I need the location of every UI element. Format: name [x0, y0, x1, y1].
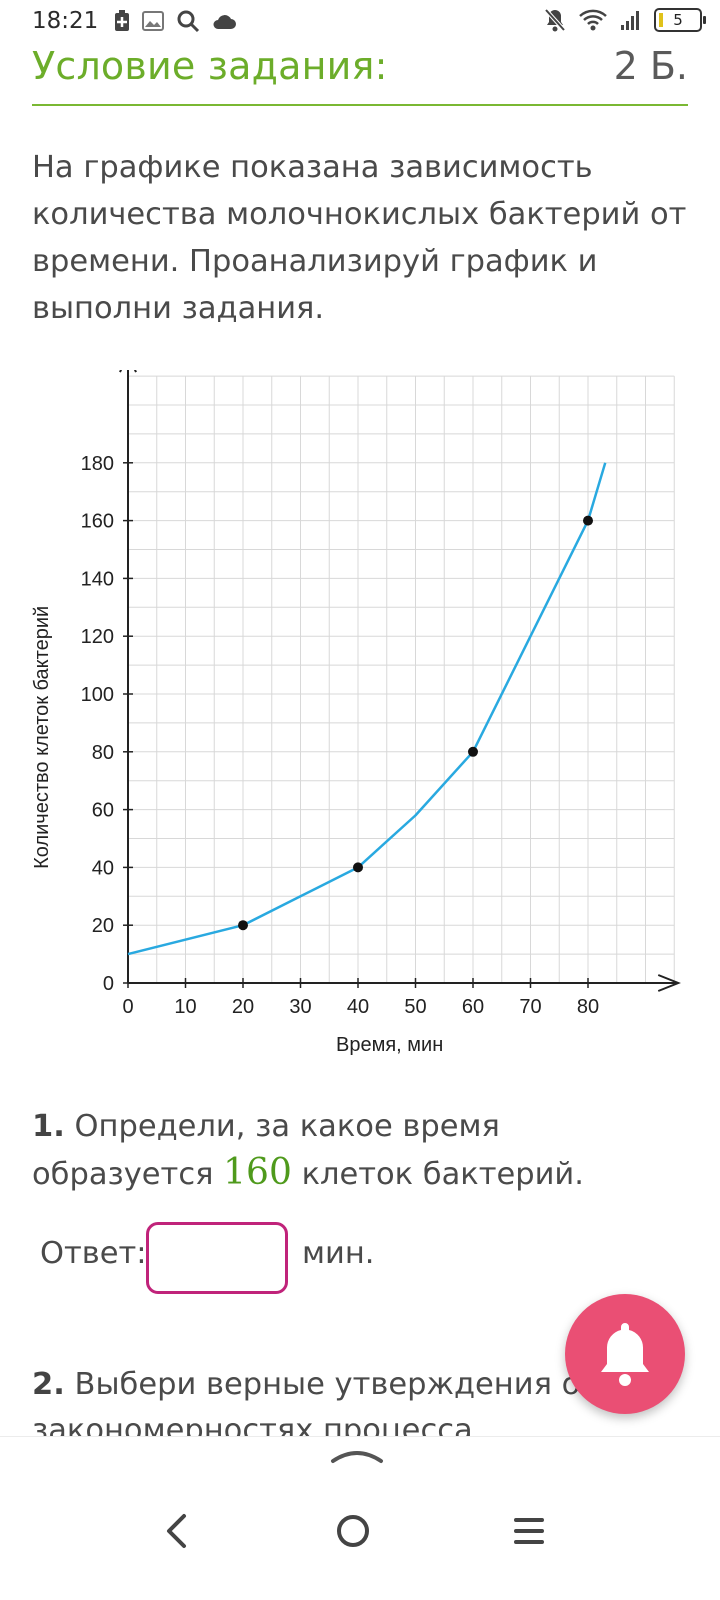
question-1: 1. Определи, за какое время образуется 1… [32, 1104, 672, 1198]
notification-bell-button[interactable] [565, 1294, 685, 1414]
y-tick-label: 120 [81, 626, 114, 648]
y-tick-label: 100 [81, 684, 114, 706]
data-point [468, 746, 478, 757]
question-2-text: Выбери верные утверждения о закономернос… [32, 1367, 581, 1436]
y-tick-label: 160 [81, 511, 114, 533]
x-tick-label: 30 [289, 996, 311, 1018]
status-bar: 18:21 5 [0, 0, 720, 44]
battery-icon: 5 [654, 8, 706, 32]
y-tick-label: 140 [81, 568, 114, 590]
question-2-number: 2. [32, 1367, 65, 1402]
y-tick-label: 80 [92, 742, 114, 764]
navigation-bar [0, 1436, 720, 1600]
cloud-icon [213, 15, 236, 29]
question-1-text-end: клеток бактерий. [301, 1157, 584, 1192]
task-points: 2 Б. [613, 44, 688, 88]
task-title: Условие задания: [32, 44, 388, 88]
x-tick-label: 10 [174, 996, 196, 1018]
series-line [127, 462, 607, 956]
data-point [583, 515, 593, 526]
x-tick-label: 40 [347, 996, 369, 1018]
x-axis-arrow [657, 974, 681, 992]
mute-icon [544, 8, 566, 32]
answer-unit: мин. [302, 1236, 375, 1271]
answer-label: Ответ: [40, 1236, 147, 1271]
x-tick-label: 20 [232, 996, 254, 1018]
image-icon [142, 11, 164, 31]
back-button[interactable] [144, 1499, 208, 1563]
y-tick-label: 60 [92, 800, 114, 822]
x-tick-label: 70 [519, 996, 541, 1018]
bell-icon [601, 1323, 649, 1386]
search-icon [177, 10, 200, 33]
signal-icon [621, 11, 639, 30]
data-point [353, 862, 363, 873]
x-tick-label: 80 [577, 996, 599, 1018]
question-1-text: Определи, за какое время образуется [32, 1109, 500, 1192]
answer-input[interactable] [146, 1222, 288, 1294]
x-tick-label: 0 [122, 996, 133, 1018]
expand-handle-icon[interactable] [330, 1445, 384, 1465]
home-button[interactable] [321, 1499, 385, 1563]
y-axis-label: Количество клеток бактерий [31, 606, 53, 869]
x-tick-label: 50 [404, 996, 426, 1018]
y-tick-label: 180 [81, 453, 114, 475]
back-icon [167, 1514, 186, 1548]
x-axis-label: Время, мин [336, 1034, 443, 1056]
y-tick-label: 20 [92, 915, 114, 937]
task-description: На графике показана зависимость количест… [32, 150, 687, 326]
x-tick-label: 60 [462, 996, 484, 1018]
plus-box-icon [115, 10, 129, 31]
home-icon [337, 1515, 369, 1547]
wifi-icon [579, 9, 607, 31]
battery-level-bar [659, 13, 663, 27]
y-tick-label: 40 [92, 857, 114, 879]
menu-icon [514, 1518, 544, 1544]
question-1-number: 1. [32, 1109, 65, 1144]
battery-level-text: 5 [673, 11, 683, 29]
y-tick-label: 0 [103, 973, 114, 995]
bacteria-growth-chart: 0 10 20 30 40 50 60 70 80 0 20 40 60 80 100 120 140 160 18… [31, 370, 681, 1056]
question-1-highlight: 160 [223, 1152, 292, 1193]
status-time: 18:21 [32, 8, 99, 34]
question-2: 2. Выбери верные утверждения о закономер… [32, 1362, 592, 1436]
recent-apps-button[interactable] [497, 1499, 561, 1563]
data-point [238, 920, 248, 931]
task-header: Условие задания: 2 Б. [32, 44, 688, 106]
